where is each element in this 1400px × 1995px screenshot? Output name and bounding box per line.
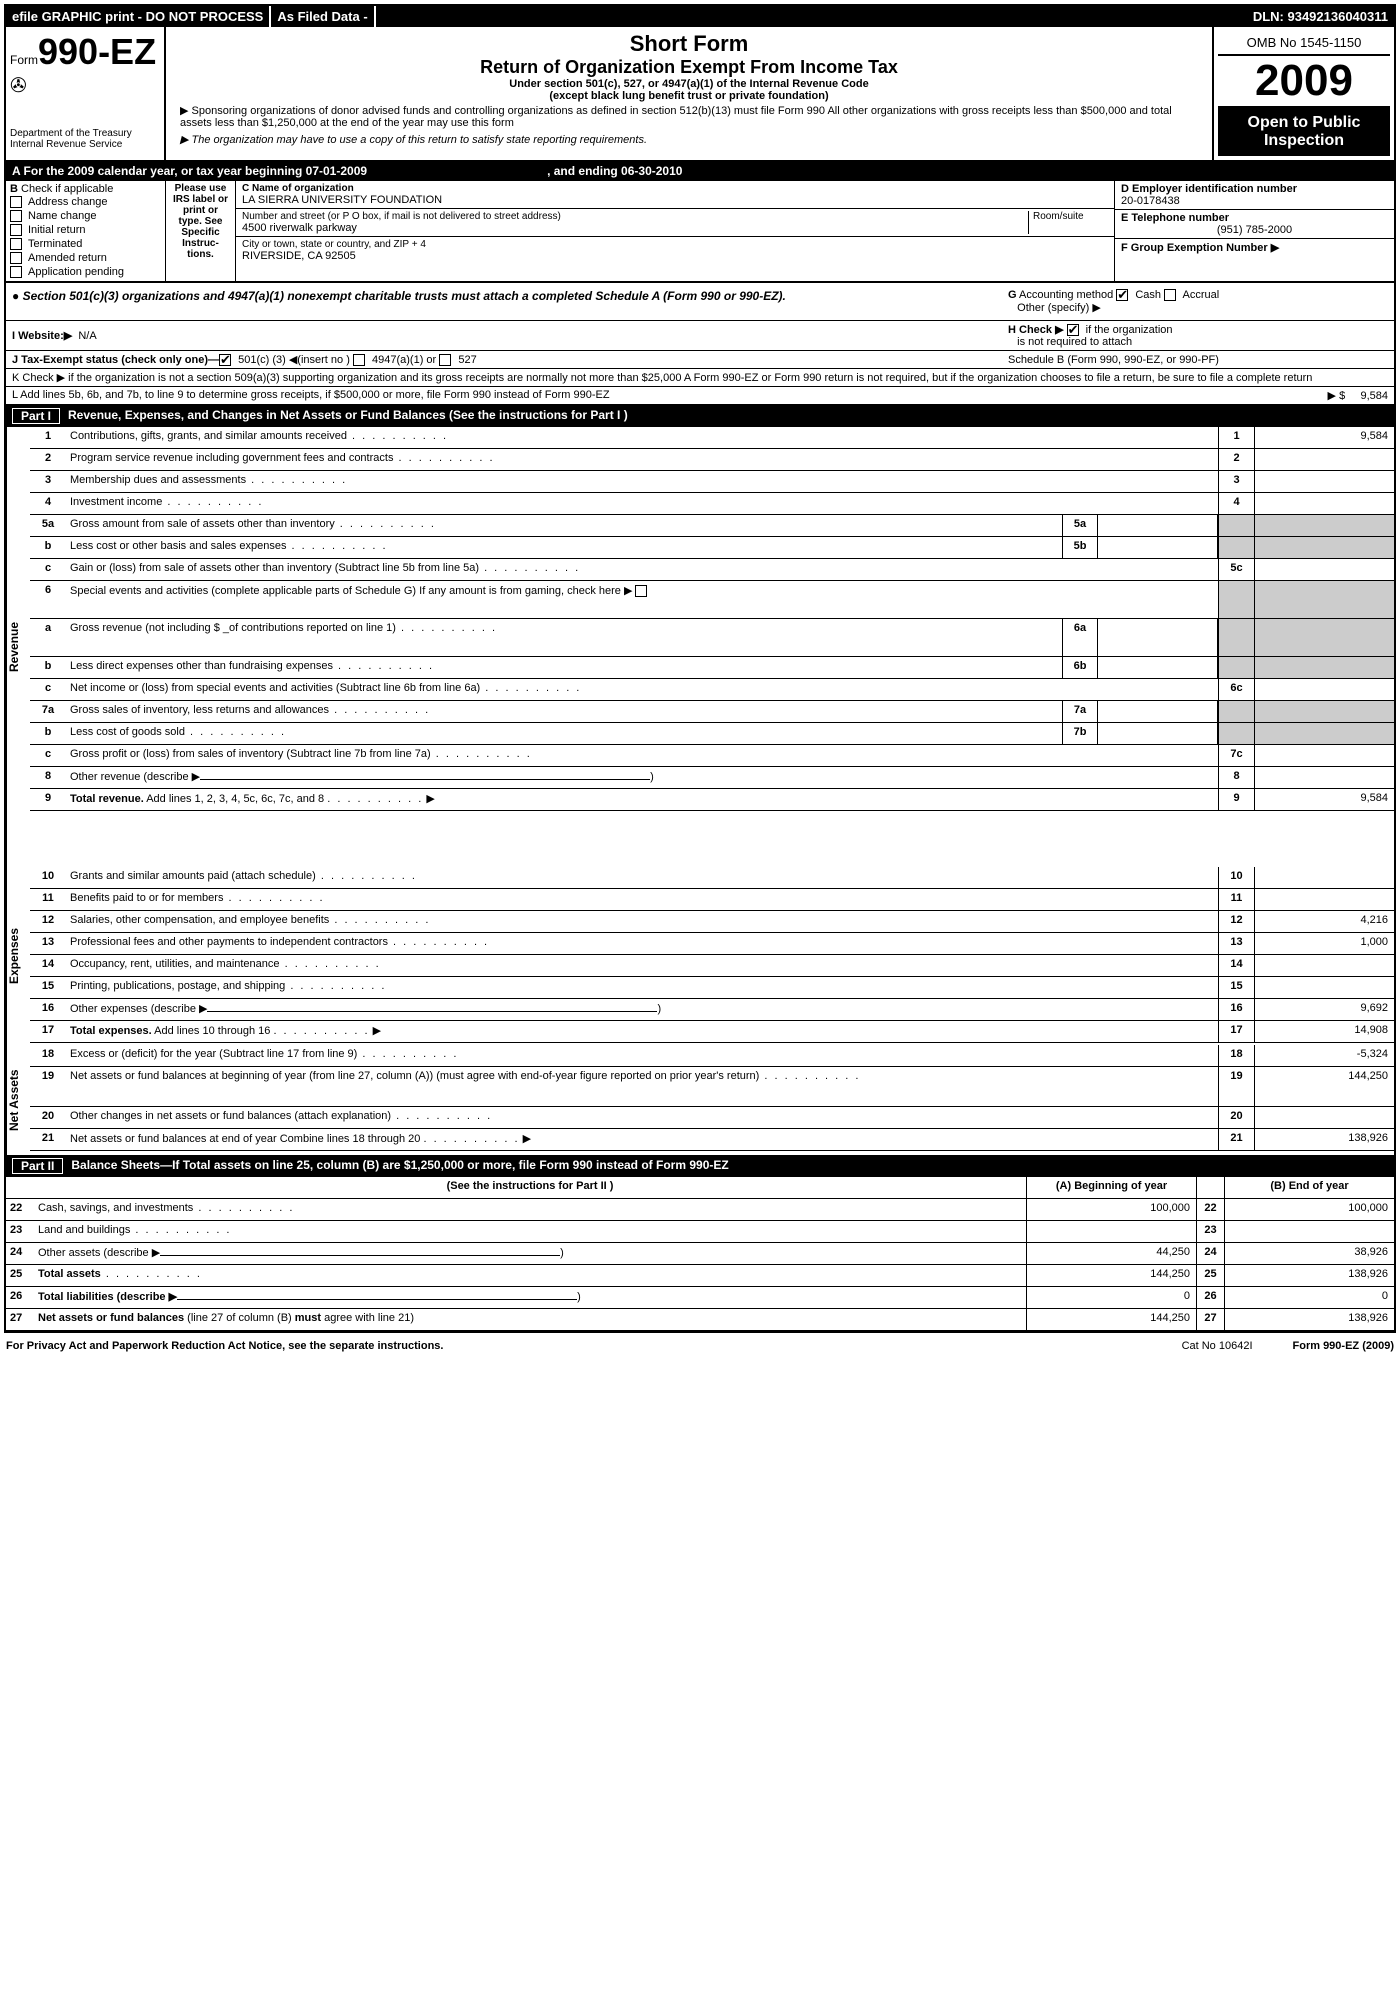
row-j: J Tax-Exempt status (check only one)— 50… bbox=[6, 351, 1394, 369]
part-i-header: Part IRevenue, Expenses, and Changes in … bbox=[6, 405, 1394, 427]
as-filed-label: As Filed Data - bbox=[269, 6, 375, 27]
open-public: Open to Public Inspection bbox=[1218, 108, 1390, 156]
efile-label: efile GRAPHIC print - DO NOT PROCESS bbox=[6, 6, 269, 27]
chk-pending[interactable] bbox=[10, 266, 22, 278]
sponsor-note: Sponsoring organizations of donor advise… bbox=[170, 102, 1208, 131]
chk-cash[interactable] bbox=[1116, 289, 1128, 301]
bs-header: (See the instructions for Part II ) (A) … bbox=[6, 1177, 1394, 1199]
dept-treasury: Department of the Treasury bbox=[10, 128, 160, 139]
section-a: A For the 2009 calendar year, or tax yea… bbox=[6, 162, 1394, 181]
row-l: L Add lines 5b, 6b, and 7b, to line 9 to… bbox=[6, 387, 1394, 405]
form-header: Form990-EZ ✇ Department of the Treasury … bbox=[6, 27, 1394, 162]
return-title: Return of Organization Exempt From Incom… bbox=[170, 57, 1208, 78]
block-bc: B Check if applicable Address change Nam… bbox=[6, 181, 1394, 283]
chk-501c[interactable] bbox=[219, 354, 231, 366]
chk-terminated[interactable] bbox=[10, 238, 22, 250]
recycle-icon: ✇ bbox=[10, 73, 160, 98]
subtitle-1: Under section 501(c), 527, or 4947(a)(1)… bbox=[170, 78, 1208, 90]
form-small: Form bbox=[10, 53, 38, 67]
copy-note: The organization may have to use a copy … bbox=[170, 131, 1208, 148]
tax-year: 2009 bbox=[1218, 56, 1390, 108]
row-i-website: I Website:▶ N/A H Check ▶ if the organiz… bbox=[6, 321, 1394, 351]
subtitle-2: (except black lung benefit trust or priv… bbox=[170, 90, 1208, 102]
chk-address[interactable] bbox=[10, 196, 22, 208]
omb-number: OMB No 1545-1150 bbox=[1218, 31, 1390, 56]
row-k: K Check ▶ if the organization is not a s… bbox=[6, 369, 1394, 387]
col-def: D Employer identification number20-01784… bbox=[1114, 181, 1394, 281]
form-990ez: efile GRAPHIC print - DO NOT PROCESS As … bbox=[4, 4, 1396, 1333]
chk-h[interactable] bbox=[1067, 324, 1079, 336]
col-b: B Check if applicable Address change Nam… bbox=[6, 181, 166, 281]
page-footer: For Privacy Act and Paperwork Reduction … bbox=[0, 1337, 1400, 1355]
please-label: Please use IRS label or print or type. S… bbox=[166, 181, 236, 281]
top-bar: efile GRAPHIC print - DO NOT PROCESS As … bbox=[6, 6, 1394, 27]
section-501: ● Section 501(c)(3) organizations and 49… bbox=[6, 283, 1394, 321]
dept-irs: Internal Revenue Service bbox=[10, 139, 160, 150]
form-number: 990-EZ bbox=[38, 31, 156, 72]
col-c: C Name of organizationLA SIERRA UNIVERSI… bbox=[236, 181, 1114, 281]
chk-accrual[interactable] bbox=[1164, 289, 1176, 301]
revenue-label: Revenue bbox=[6, 427, 30, 867]
netassets-label: Net Assets bbox=[6, 1045, 30, 1155]
short-form-title: Short Form bbox=[170, 31, 1208, 57]
chk-amended[interactable] bbox=[10, 252, 22, 264]
chk-name[interactable] bbox=[10, 210, 22, 222]
part-ii-header: Part IIBalance Sheets—If Total assets on… bbox=[6, 1155, 1394, 1177]
expenses-label: Expenses bbox=[6, 867, 30, 1045]
dln-label: DLN: 93492136040311 bbox=[1247, 6, 1394, 27]
chk-initial[interactable] bbox=[10, 224, 22, 236]
